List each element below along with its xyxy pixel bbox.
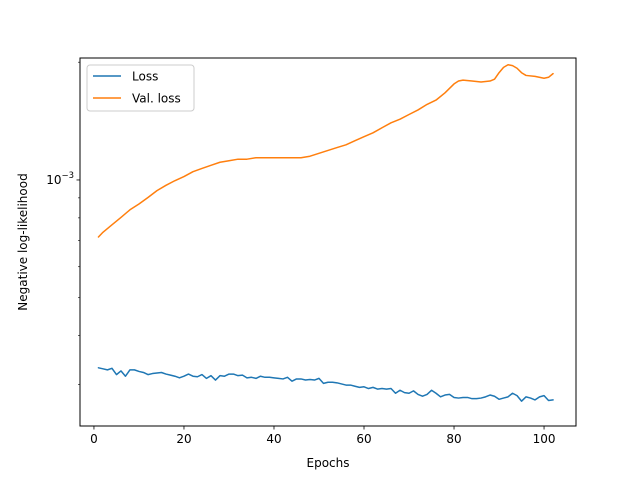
y-axis-title: Negative log-likelihood [16, 173, 30, 310]
x-tick-label: 40 [266, 432, 281, 446]
legend: Loss Val. loss [86, 64, 195, 112]
x-axis-title: Epochs [307, 456, 350, 470]
x-tick-label: 0 [90, 432, 98, 446]
legend-label-val-loss: Val. loss [132, 92, 181, 106]
series-line-loss [97, 367, 554, 402]
legend-label-loss: Loss [132, 70, 158, 84]
series-line-val-loss [97, 64, 554, 238]
axis-ticks: 0 20 40 60 80 100 10−3 [46, 61, 556, 446]
y-tick-label: 10−3 [46, 171, 74, 187]
x-tick-label: 60 [356, 432, 371, 446]
series-layer [97, 64, 554, 402]
x-tick-label: 80 [446, 432, 461, 446]
plot-frame [79, 57, 577, 427]
x-tick-label: 100 [533, 432, 556, 446]
x-tick-label: 20 [176, 432, 191, 446]
